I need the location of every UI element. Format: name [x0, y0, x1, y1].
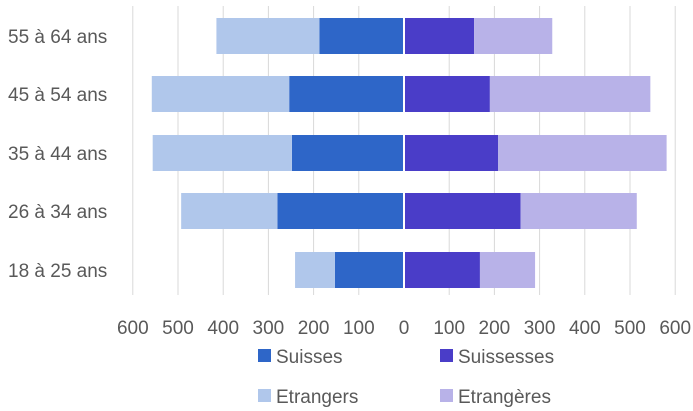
x-tick-label: 300 [524, 318, 556, 339]
bars [151, 18, 667, 288]
x-tick-label: 500 [614, 318, 646, 339]
bar-etrangres-3 [489, 76, 651, 112]
x-tick-label: 500 [162, 318, 194, 339]
bar-suisses-3 [289, 76, 404, 112]
bar-etrangres-2 [498, 135, 667, 171]
bar-suissesses-1 [404, 193, 521, 229]
x-tick-label: 200 [298, 318, 330, 339]
legend: Suisses Suissesses Etrangers Etrangères [258, 347, 554, 408]
x-tick-label: 600 [659, 318, 691, 339]
x-tick-label: 0 [399, 318, 410, 339]
bar-suisses-2 [291, 135, 404, 171]
bar-suisses-4 [319, 18, 404, 54]
x-tick-label: 400 [207, 318, 239, 339]
legend-swatch [258, 349, 271, 362]
bar-etrangres-4 [474, 18, 553, 54]
legend-label: Etrangères [458, 387, 551, 408]
bar-etrangers-3 [151, 76, 290, 112]
legend-swatch [440, 349, 453, 362]
bar-suissesses-4 [404, 18, 475, 54]
x-tick-label: 600 [117, 318, 149, 339]
category-label: 35 à 44 ans [8, 144, 107, 165]
bar-suissesses-3 [404, 76, 490, 112]
bar-suissesses-2 [404, 135, 499, 171]
x-tick-label: 100 [343, 318, 375, 339]
x-tick-label: 100 [433, 318, 465, 339]
bar-etrangers-2 [152, 135, 292, 171]
x-tick-label: 300 [253, 318, 285, 339]
x-tick-label: 400 [569, 318, 601, 339]
x-tick-label: 200 [479, 318, 511, 339]
category-label: 18 à 25 ans [8, 261, 107, 282]
bar-etrangers-1 [181, 193, 278, 229]
legend-label: Suissesses [458, 347, 554, 368]
category-label: 26 à 34 ans [8, 202, 107, 223]
bar-suisses-0 [334, 252, 404, 288]
bar-etrangres-0 [479, 252, 536, 288]
bar-suissesses-0 [404, 252, 480, 288]
bar-etrangers-0 [295, 252, 335, 288]
legend-swatch [258, 389, 271, 402]
category-label: 45 à 54 ans [8, 85, 107, 106]
category-labels: 18 à 25 ans 26 à 34 ans 35 à 44 ans 45 à 54… [8, 27, 107, 282]
legend-label: Suisses [276, 347, 343, 368]
bar-etrangers-4 [216, 18, 320, 54]
legend-swatch [440, 389, 453, 402]
x-tick-labels: 600 500 400 300 200 100 0 100 200 300 400 500 600 [117, 318, 691, 339]
bar-etrangres-1 [520, 193, 637, 229]
bar-suisses-1 [277, 193, 404, 229]
legend-label: Etrangers [276, 387, 358, 408]
category-label: 55 à 64 ans [8, 27, 107, 48]
